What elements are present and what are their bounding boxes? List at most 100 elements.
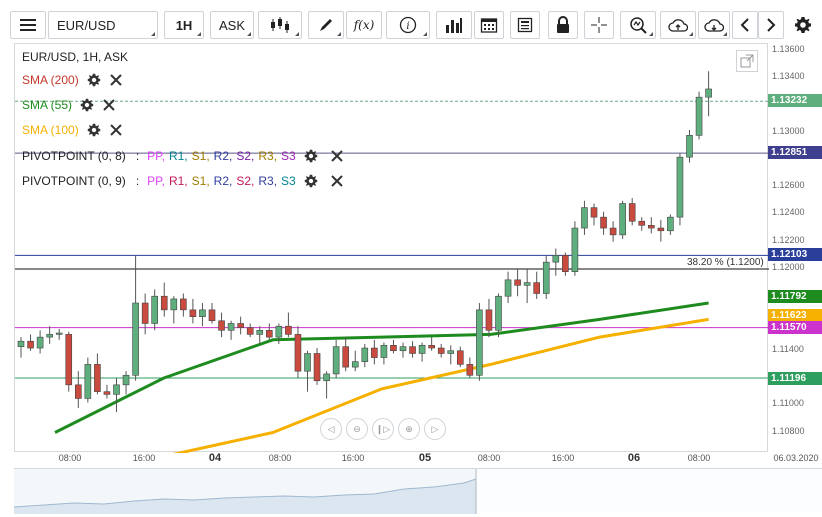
price-flag: 1.11196	[768, 371, 822, 385]
candle-body	[227, 323, 235, 331]
pan-left-button[interactable]: ◁	[320, 418, 342, 440]
pivot1-sep: :	[135, 149, 140, 163]
fx-indicator-icon: f(x)	[353, 18, 375, 32]
chart-plot-area[interactable]	[14, 43, 769, 453]
navigator-series	[13, 469, 822, 514]
expand-button[interactable]	[736, 50, 758, 72]
pivot2-sep: :	[135, 174, 140, 188]
candle-body	[246, 327, 254, 335]
gear-icon[interactable]	[87, 123, 101, 137]
expand-icon	[740, 54, 754, 68]
volume-button[interactable]	[436, 11, 472, 39]
settings-button[interactable]	[790, 11, 816, 39]
legend-sma100: SMA (100)	[22, 122, 123, 138]
gear-icon[interactable]	[87, 73, 101, 87]
time-tick-label: 06.03.2020	[773, 453, 819, 463]
news-button[interactable]	[510, 11, 540, 39]
candle-body	[151, 295, 158, 324]
pivot2-name: PIVOTPOINT (0, 9)	[22, 174, 126, 188]
candle-body	[418, 344, 426, 354]
price-flag: 1.12103	[768, 247, 822, 261]
candle-body	[275, 325, 283, 338]
candle-body	[437, 347, 445, 354]
zoom-in-button[interactable]: ⊕	[398, 418, 420, 440]
pivot-level-label: R1,	[168, 174, 188, 188]
candle-body	[523, 282, 531, 286]
price-tick-label: 1.12200	[772, 234, 805, 245]
candle-body	[208, 309, 216, 322]
candle-body	[74, 384, 82, 399]
candle-body	[371, 347, 378, 358]
price-axis: 1.13600 1.13400 1.13000 1.12600 1.12400 1.122…	[768, 43, 822, 452]
cloud-download-button[interactable]	[698, 11, 730, 39]
gear-icon[interactable]	[304, 174, 318, 188]
zoom-button[interactable]	[620, 11, 656, 39]
price-type-label: ASK	[218, 17, 245, 33]
candle-body	[676, 156, 684, 218]
legend-sma200: SMA (200)	[22, 72, 123, 88]
navigator-overview[interactable]	[13, 468, 822, 514]
cloud-download-icon	[704, 19, 724, 32]
candle-body	[409, 346, 416, 354]
candle-body	[103, 391, 111, 395]
crosshair-button[interactable]	[584, 11, 614, 39]
indicators-button[interactable]: f(x)	[346, 11, 382, 39]
info-button[interactable]: i	[386, 11, 430, 39]
calendar-button[interactable]	[474, 11, 504, 39]
hamburger-menu-button[interactable]	[10, 11, 46, 39]
close-icon[interactable]	[330, 149, 344, 163]
price-type-selector[interactable]: ASK	[210, 11, 254, 39]
draw-button[interactable]	[308, 11, 344, 39]
time-tick-label: 06	[627, 452, 641, 464]
price-tick-label: 1.10800	[772, 425, 805, 436]
price-tick-label: 1.12000	[772, 261, 805, 272]
candle-body	[132, 302, 139, 376]
candle-body	[323, 373, 330, 382]
lock-button[interactable]	[548, 11, 578, 39]
sma55-label: SMA (55)	[22, 98, 73, 112]
price-flag: 1.11623	[768, 309, 822, 323]
candle-body	[562, 255, 569, 272]
pivot-level-label: R3,	[258, 174, 278, 188]
chevron-right-icon	[767, 18, 776, 32]
cloud-upload-button[interactable]	[660, 11, 696, 39]
pan-right-button[interactable]: ▷	[424, 418, 446, 440]
symbol-selector[interactable]: EUR/USD	[48, 11, 158, 39]
pivot-level-label: S1,	[191, 174, 210, 188]
close-icon[interactable]	[109, 123, 123, 137]
candle-body	[647, 225, 655, 229]
draw-pencil-icon	[320, 19, 332, 31]
candle-body	[160, 295, 168, 311]
timeframe-selector[interactable]: 1H	[164, 11, 204, 39]
candle-body	[590, 207, 598, 218]
close-icon[interactable]	[109, 73, 123, 87]
pivot-level-label: PP,	[147, 149, 165, 163]
zoom-out-button[interactable]: ⊖	[346, 418, 368, 440]
gear-icon[interactable]	[80, 98, 94, 112]
candle-body	[447, 350, 455, 354]
candle-body	[237, 323, 244, 328]
candle-body	[94, 364, 101, 392]
sma200-label: SMA (200)	[22, 73, 79, 87]
pivot-level-label: S2,	[236, 149, 255, 163]
reset-button[interactable]: ❙▷	[372, 418, 394, 440]
scroll-right-button[interactable]	[758, 11, 784, 39]
legend-title: EUR/USD, 1H, ASK	[22, 50, 129, 64]
candle-body	[285, 325, 292, 335]
pivot-level-label: R3,	[258, 149, 278, 163]
close-icon[interactable]	[330, 174, 344, 188]
scroll-left-button[interactable]	[732, 11, 758, 39]
candle-body	[628, 203, 636, 222]
price-flag: 1.13232	[768, 93, 822, 107]
pivot1-name: PIVOTPOINT (0, 8)	[22, 149, 126, 163]
time-tick-label: 16:00	[551, 453, 575, 463]
candle-body	[533, 282, 541, 294]
close-icon[interactable]	[102, 98, 116, 112]
candle-body	[638, 220, 646, 226]
chart-type-button[interactable]	[258, 11, 302, 39]
time-tick-label: 16:00	[341, 453, 365, 463]
candle-body	[542, 261, 550, 294]
price-tick-label: 1.11400	[772, 343, 804, 354]
bar-volume-icon	[446, 18, 462, 33]
gear-icon[interactable]	[304, 149, 318, 163]
